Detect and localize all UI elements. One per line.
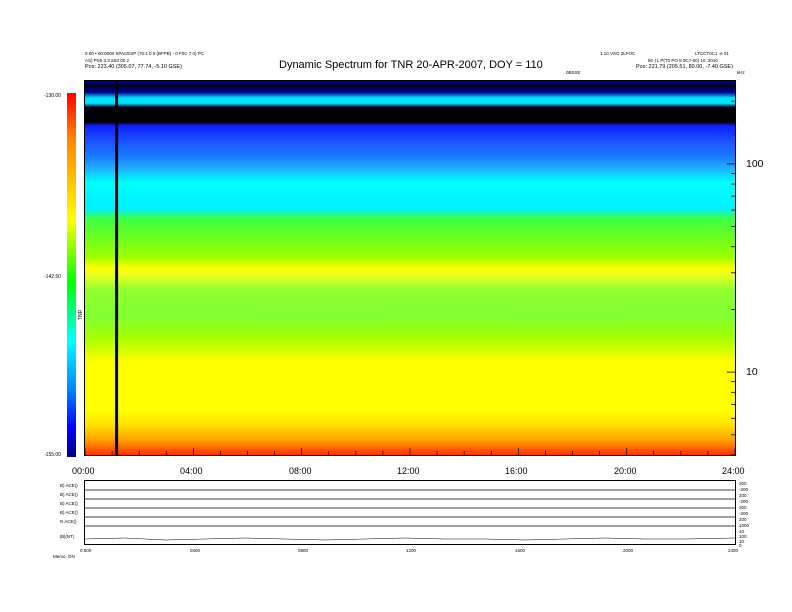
panel-right-tick-5: 200	[739, 505, 747, 510]
panel-right-tick-11: 10	[739, 539, 745, 544]
y-tick-100: 100	[746, 158, 764, 170]
header-left-line2: AS) PS5 3.3 aS0 00 2	[85, 58, 130, 63]
panel-row-label-3: B) ACE()	[60, 501, 78, 506]
unit-tag: kHz	[737, 70, 745, 75]
panel-right-tick-7: 200	[739, 517, 747, 522]
x-tick-1200: 12:00	[397, 466, 420, 476]
panel-x-tick-2: 0400	[190, 548, 201, 553]
panel-x-tick-6: 2000	[623, 548, 634, 553]
panel-right-tick-4: -200	[739, 499, 749, 504]
x-tick-0400: 04:00	[180, 466, 203, 476]
colorbar-tick-mid: -142.50	[44, 274, 61, 280]
header-left-line3: Pos: 223.40 (305.07, 77.74, -5.10 GSE)	[85, 64, 182, 70]
panel-row-label-4: B) ACE()	[60, 510, 78, 515]
colorbar-tick-bottom: -155.00	[44, 452, 61, 458]
x-tick-1600: 16:00	[505, 466, 528, 476]
panel-right-tick-2: -200	[739, 487, 749, 492]
center-tag: 0BSSE	[566, 70, 581, 75]
panel-x-tick-5: 1600	[515, 548, 526, 553]
panel-row-label-5: N ACE()	[60, 519, 77, 524]
panel-right-tick-10: 100	[739, 534, 747, 539]
panel-footer-label: Memo. ON	[53, 554, 75, 559]
header-right-line1: 1.10 VSO 2LFOC	[600, 51, 636, 56]
panel-x-tick-3: 0800	[298, 548, 309, 553]
colorbar	[67, 93, 76, 457]
magnetometer-panel	[84, 480, 736, 545]
panel-row-label-2: B) ACE()	[60, 492, 78, 497]
colorbar-tick-top: -130.00	[44, 93, 61, 99]
header-right-line1b: LTCCT0C1 -e 01	[695, 51, 729, 56]
spectrogram-plot	[84, 80, 736, 456]
panel-right-tick-6: -200	[739, 511, 749, 516]
panel-right-tick-9: 10	[739, 529, 745, 534]
panel-row-label-1: B) ACE()	[60, 483, 78, 488]
header-left-line1: 0.00 • 00:0000 SPACESP (70:1 0 0 (BFPB) …	[85, 51, 204, 56]
panel-right-tick-3: 200	[739, 493, 747, 498]
chart-title: Dynamic Spectrum for TNR 20-APR-2007, DO…	[279, 59, 543, 71]
panel-lines	[85, 489, 735, 541]
x-tick-2400: 24:00	[722, 466, 745, 476]
header-right-line2: 80 ƒL P(T0 PO 8 0C7-50) 10, 2010	[648, 58, 718, 63]
x-tick-0000: 00:00	[72, 466, 95, 476]
panel-x-tick-4: 1200	[406, 548, 417, 553]
panel-right-tick-12: 0	[739, 543, 742, 548]
x-tick-2000: 20:00	[614, 466, 637, 476]
panel-row-label-6: |B|(NT)	[60, 534, 75, 539]
x-tick-0800: 08:00	[289, 466, 312, 476]
y-tick-10: 10	[746, 366, 758, 378]
panel-x-tick-7: 2400	[728, 548, 739, 553]
panel-right-tick-8: 1000	[739, 523, 750, 528]
panel-x-tick-1: 0:000	[80, 548, 92, 553]
panel-right-tick-1: 200	[739, 481, 747, 486]
header-right-line3: Pos: 221.79 (205.51, 80.00, -7.40 GSE)	[636, 64, 733, 70]
spectrogram-overlay	[85, 81, 735, 455]
